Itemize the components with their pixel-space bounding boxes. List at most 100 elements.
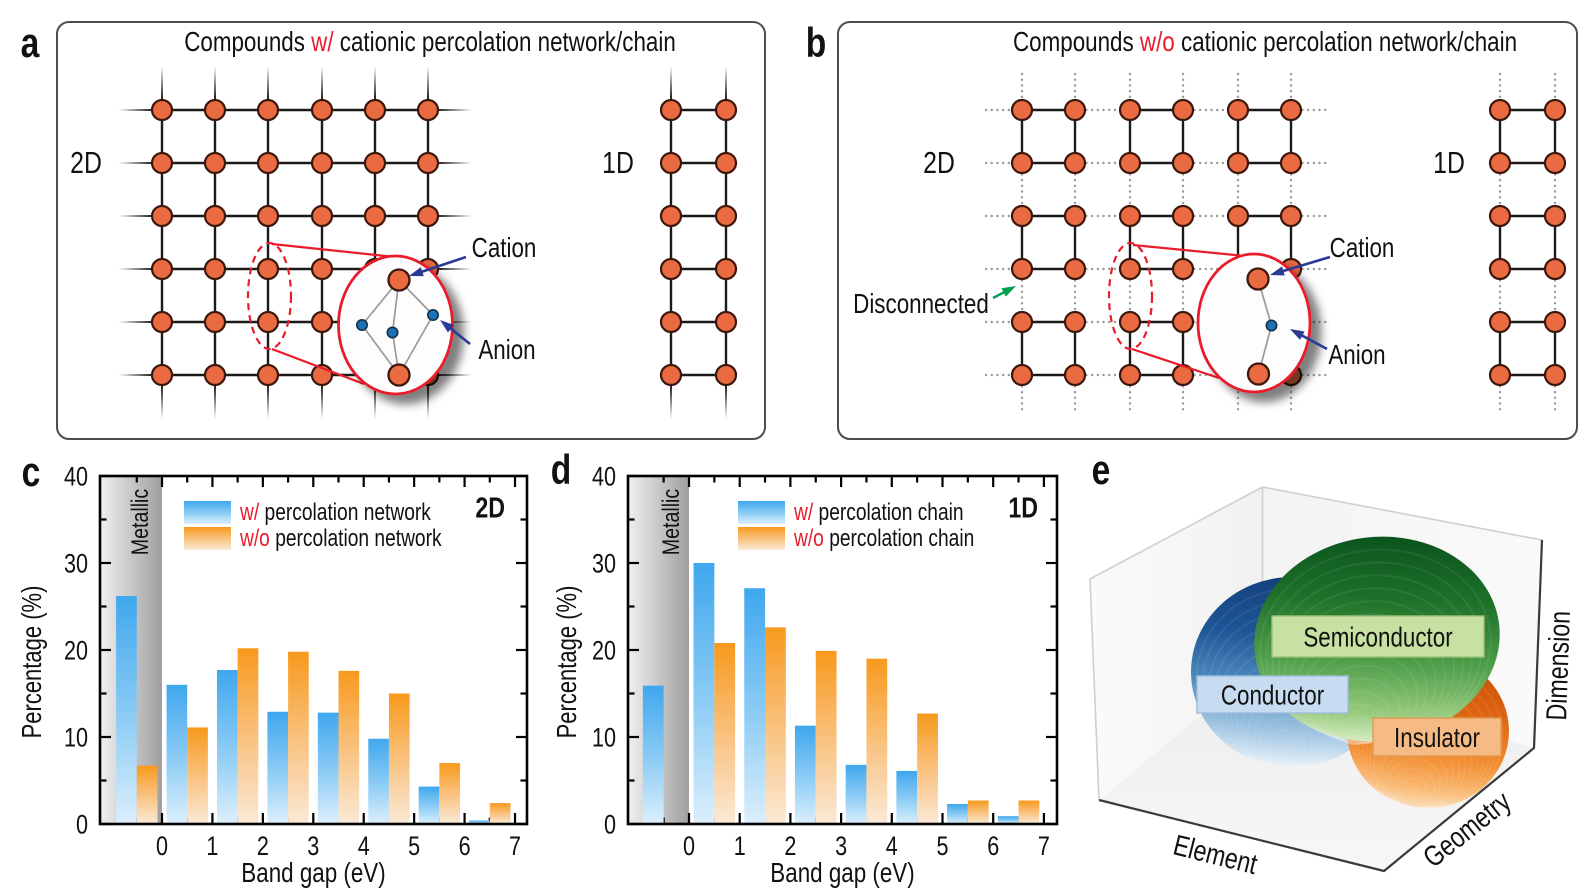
chart-d: d Metallic 0 1 2 3 4 5 6 7 0 10 20 30 40 Band gap (eV)…: [551, 448, 1059, 889]
cation-node: [416, 204, 440, 228]
y-tick-label: 40: [592, 462, 616, 492]
plot-frame: [98, 474, 529, 826]
panel-b: b Compounds w/o cationic percolation net…: [806, 21, 1578, 440]
cation-node: [310, 310, 334, 334]
cation-node: [1171, 310, 1195, 334]
cation-node: [1488, 98, 1512, 122]
cation-node: [363, 151, 387, 175]
cation-node: [1063, 204, 1087, 228]
bars: [116, 596, 511, 824]
zoom-ray: [1131, 347, 1220, 380]
legend-swatch-without: [738, 527, 785, 550]
magnified-cation: [387, 363, 411, 387]
y-tick-label: 40: [64, 462, 88, 492]
legend-swatch-with: [738, 501, 785, 524]
plot-frame: [626, 474, 1059, 826]
cation-node: [416, 98, 440, 122]
region-label-box-insulator: [1372, 717, 1502, 757]
panel-a-border: [56, 21, 766, 440]
bar-without-percolation: [388, 693, 410, 824]
panel-a-cation-label: Cation: [472, 233, 537, 264]
cation-node: [1118, 151, 1142, 175]
cation-node: [150, 204, 174, 228]
cation-node: [1010, 98, 1034, 122]
cation-node: [1488, 204, 1512, 228]
cation-node: [1543, 204, 1567, 228]
cation-node: [256, 98, 280, 122]
panel-b-1d-label: 1D: [1433, 145, 1465, 179]
bar-with-percolation: [744, 588, 766, 824]
y-tick-label: 10: [64, 723, 88, 753]
cation-node: [150, 98, 174, 122]
cation-node: [203, 363, 227, 387]
panel-a-letter: a: [21, 21, 40, 67]
cation-node: [203, 257, 227, 281]
panel-b-border: [837, 21, 1578, 440]
cation-node: [1010, 151, 1034, 175]
cation-node: [310, 257, 334, 281]
cation-node: [1118, 98, 1142, 122]
bar-with-percolation: [693, 563, 715, 824]
panel-a-anion-label: Anion: [478, 335, 535, 366]
cation-node: [203, 151, 227, 175]
metallic-label: Metallic: [126, 489, 154, 555]
cation-node: [659, 363, 683, 387]
cation-node: [1010, 257, 1034, 281]
dimension-corner-label: 1D: [1008, 491, 1038, 524]
bar-without-percolation: [439, 763, 461, 824]
bar-without-percolation: [136, 765, 158, 824]
panel-a-1d-label: 1D: [602, 145, 634, 179]
cation-node: [1010, 363, 1034, 387]
cation-node: [1171, 204, 1195, 228]
panel-e-letter: e: [1092, 448, 1111, 494]
region-label-semiconductor: Semiconductor: [1303, 622, 1453, 653]
panel-b-1d-lattice: [1488, 72, 1567, 413]
region-label-insulator: Insulator: [1394, 723, 1480, 754]
cation-node: [1488, 151, 1512, 175]
bar-without-percolation: [815, 650, 837, 824]
x-tick-label: 6: [987, 832, 999, 862]
cation-node: [363, 204, 387, 228]
cation-node: [714, 204, 738, 228]
magnified-anion: [355, 318, 368, 331]
bar-without-percolation: [288, 651, 309, 824]
cation-node: [416, 151, 440, 175]
cation-node: [150, 363, 174, 387]
y-tick-label: 0: [76, 810, 88, 840]
x-tick-label: 3: [835, 832, 847, 862]
cation-node: [1171, 151, 1195, 175]
cation-node: [1543, 310, 1567, 334]
arrow-head: [409, 267, 424, 277]
bar-without-percolation: [866, 658, 888, 824]
panel-b-cation-label: Cation: [1330, 233, 1395, 264]
zoom-ray: [1132, 243, 1241, 257]
x-tick-label: 7: [509, 832, 521, 862]
chart-c: c Metallic 0 1 2 3 4 5 6 7 0 10 20 30 40 Band gap (eV)…: [17, 450, 529, 889]
cation-node: [1010, 310, 1034, 334]
cation-node: [659, 310, 683, 334]
cation-node: [1118, 310, 1142, 334]
zoom-ray: [271, 242, 391, 258]
x-tick-label: 4: [358, 832, 370, 862]
cation-node: [1488, 310, 1512, 334]
cation-node: [659, 257, 683, 281]
cation-node: [1063, 310, 1087, 334]
x-tick-label: 7: [1038, 832, 1050, 862]
arrow-shaft: [1299, 333, 1328, 351]
legend-label: w/o percolation network: [239, 524, 442, 552]
cation-node: [1279, 204, 1303, 228]
magnified-anion: [1265, 319, 1278, 332]
cation-node: [1279, 98, 1303, 122]
y-tick-label: 30: [592, 549, 616, 579]
zoom-ray: [271, 347, 365, 386]
cation-node: [203, 98, 227, 122]
panel-b-magnifier: [1107, 241, 1312, 394]
bar-without-percolation: [187, 727, 208, 824]
bar-with-percolation: [368, 738, 389, 824]
region-label-box-semiconductor: [1271, 615, 1485, 658]
x-axis-title: Band gap (eV): [241, 858, 385, 889]
x-tick-label: 2: [784, 832, 796, 862]
